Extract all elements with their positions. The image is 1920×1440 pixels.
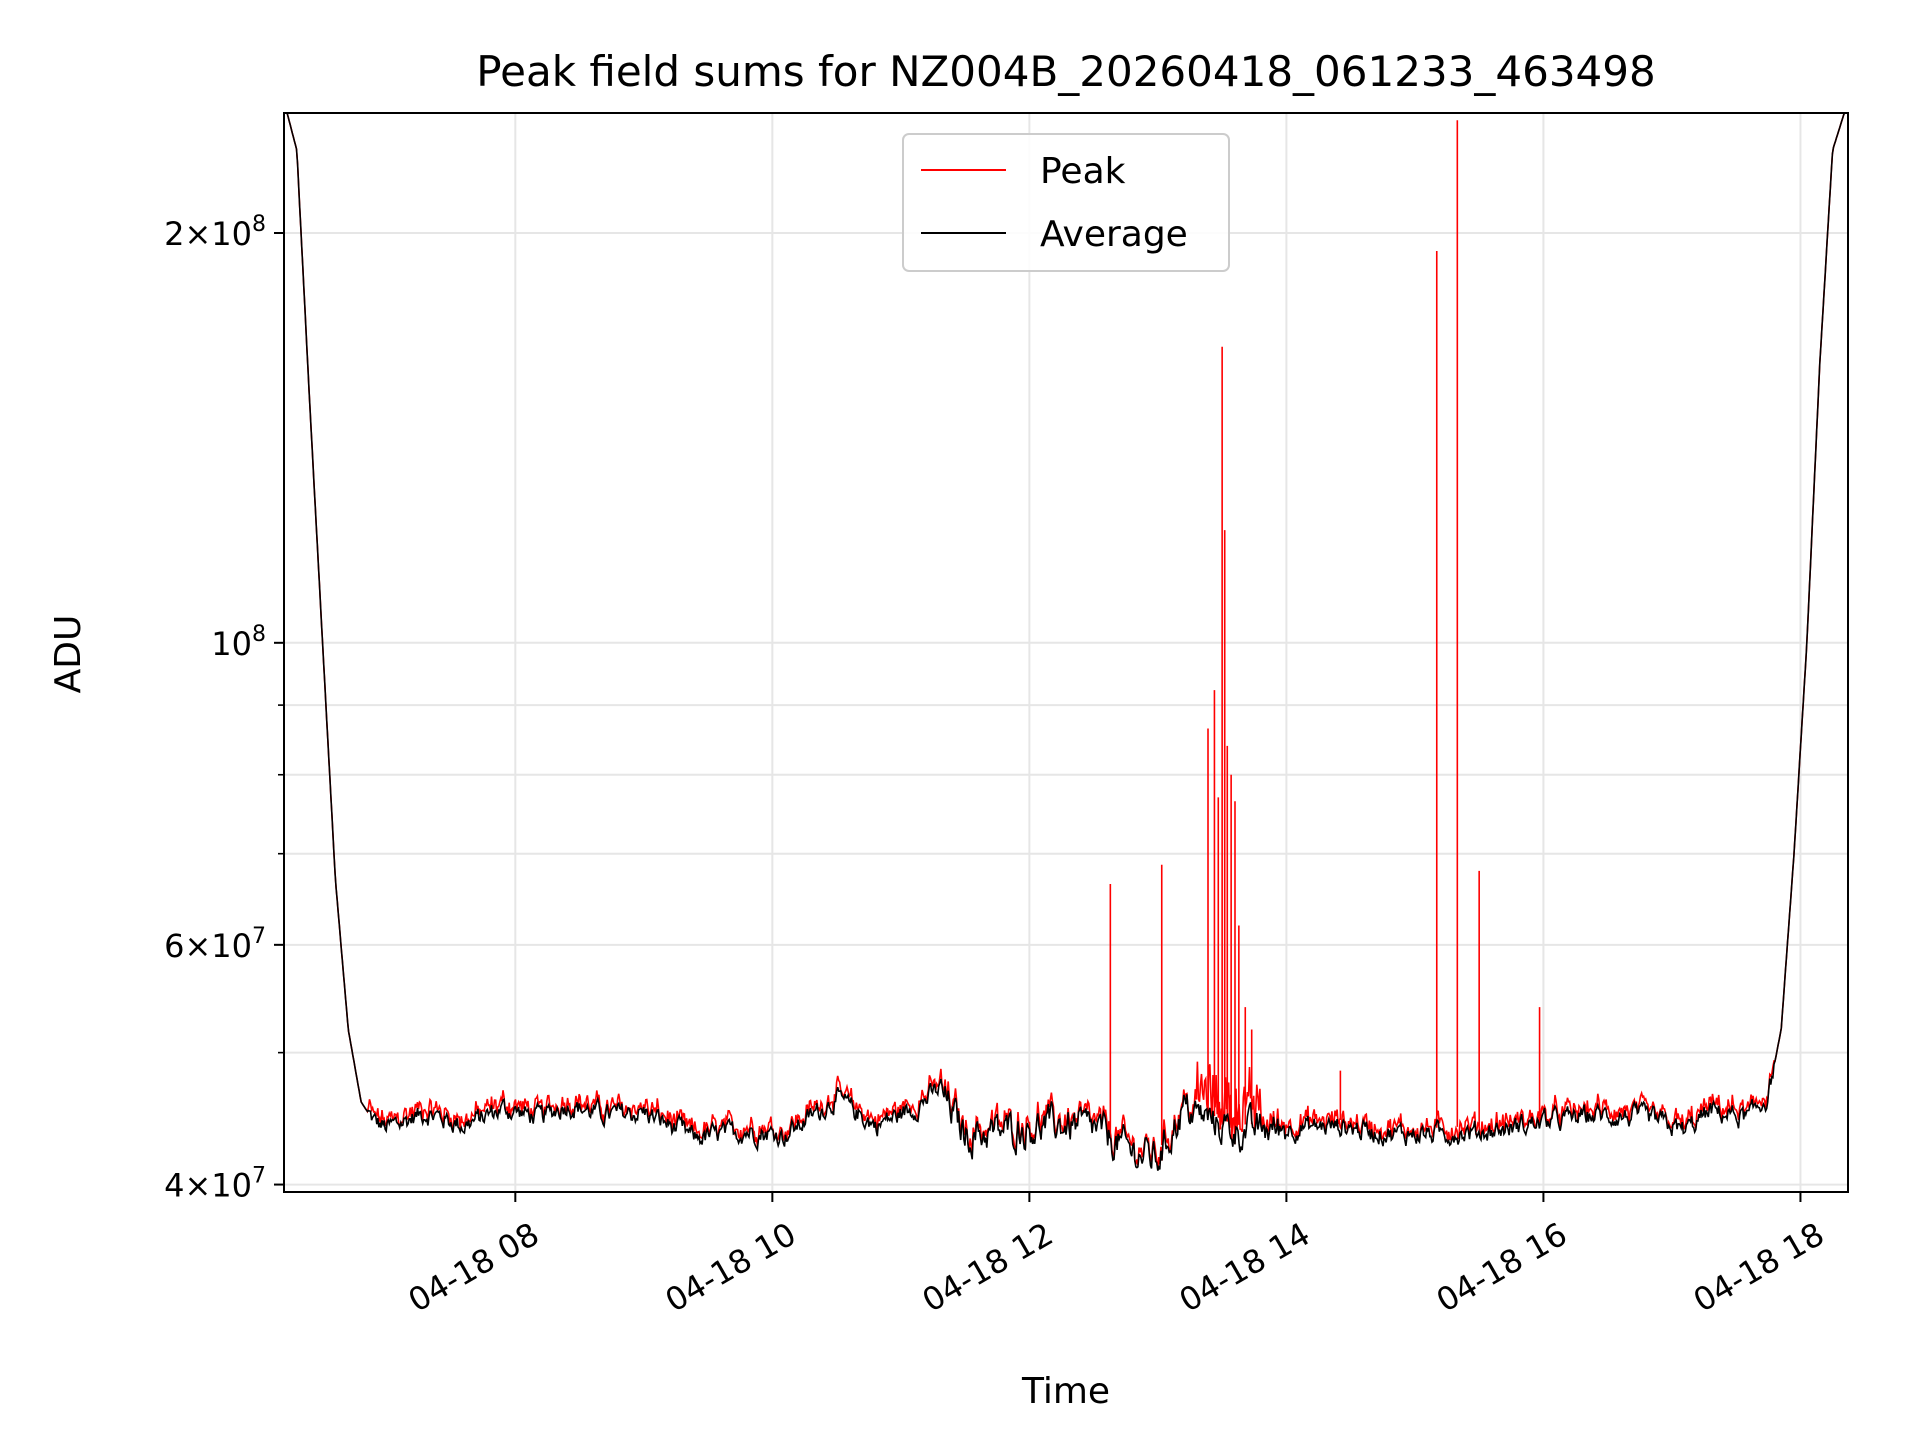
- legend-average-label: Average: [1040, 214, 1188, 255]
- y-axis-label: ADU: [48, 615, 89, 694]
- series-layer: [284, 112, 1848, 1171]
- plot-frame: [283, 112, 1849, 1193]
- y-tick-label: 4×107: [164, 1164, 266, 1205]
- x-axis-label: Time: [1021, 1371, 1110, 1412]
- y-tick-label: 6×107: [164, 924, 266, 965]
- y-tick-label: 108: [211, 622, 266, 663]
- legend: Peak Average: [902, 133, 1230, 272]
- chart-title: Peak field sums for NZ004B_20260418_0612…: [476, 47, 1655, 96]
- y-tick-label: 2×108: [164, 212, 266, 253]
- legend-peak-label: Peak: [1040, 151, 1126, 192]
- legend-box: [902, 133, 1230, 272]
- average-series-line: [284, 112, 1848, 1171]
